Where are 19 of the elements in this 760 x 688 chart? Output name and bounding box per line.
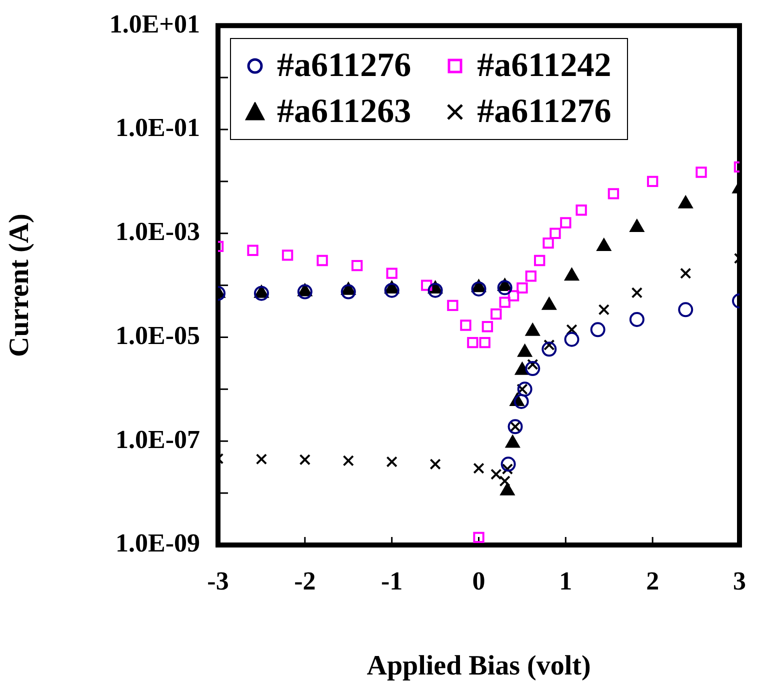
x-tick-label: 0 — [472, 566, 486, 596]
y-tick-label: 1.0E-09 — [116, 528, 200, 558]
legend-label: #a611263 — [277, 92, 412, 132]
x-tick-label: -2 — [294, 566, 316, 596]
x-tick-label: 2 — [646, 566, 660, 596]
x-tick-label: -1 — [380, 566, 403, 596]
y-axis-title: Current (A) — [4, 214, 36, 357]
x-tick-label: -3 — [207, 566, 229, 596]
legend-label: #a611242 — [477, 46, 612, 86]
y-tick-label: 1.0E-07 — [116, 424, 200, 454]
y-tick-label: 1.0E-03 — [116, 217, 200, 246]
y-tick-label: 1.0E+01 — [109, 9, 200, 38]
y-tick-label: 1.0E-05 — [116, 320, 200, 350]
x-tick-label: 3 — [733, 566, 746, 596]
x-axis-title: Applied Bias (volt) — [366, 650, 591, 682]
y-tick-label: 1.0E-01 — [116, 113, 200, 142]
x-tick-label: 1 — [559, 566, 572, 596]
legend-label: #a611276 — [277, 46, 412, 86]
legend-label: #a611276 — [477, 92, 612, 132]
